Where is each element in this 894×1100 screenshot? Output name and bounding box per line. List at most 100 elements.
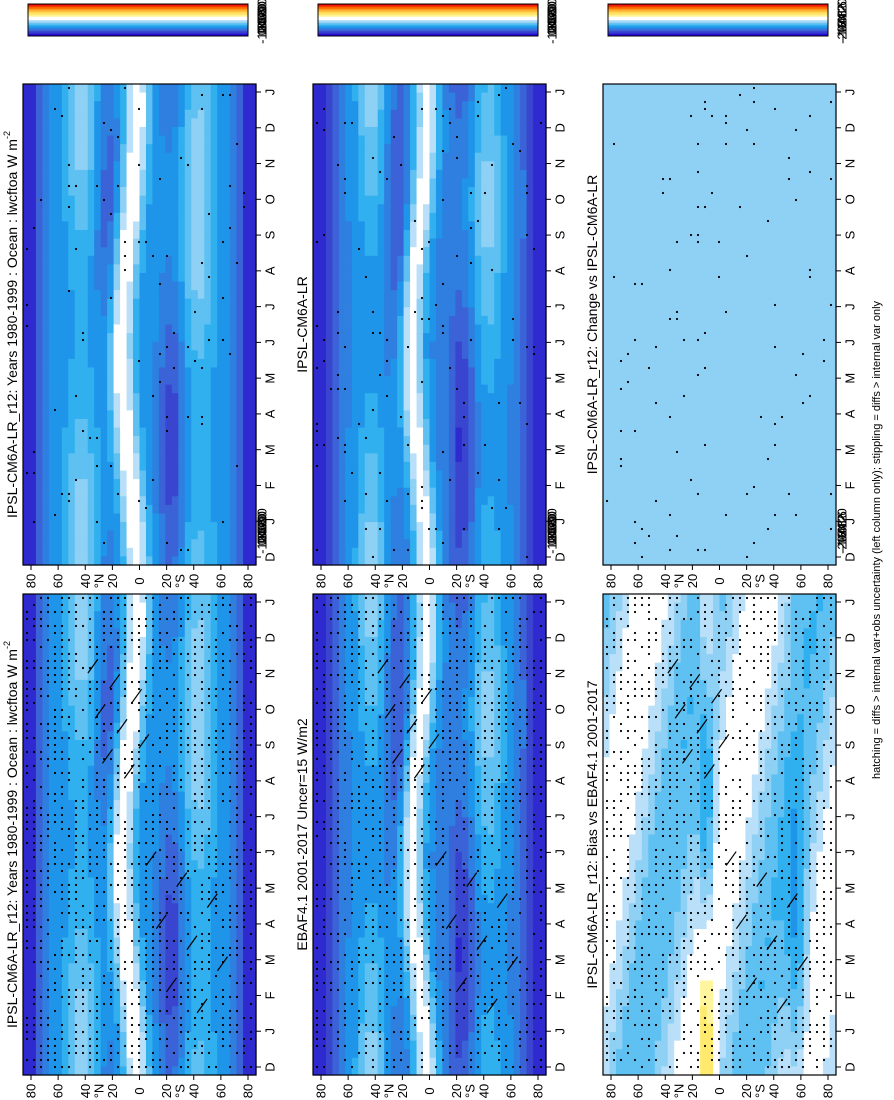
heat-cell: [87, 800, 95, 810]
heat-cell: [133, 594, 141, 604]
stipple-dot: [32, 876, 36, 880]
stipple-dot: [242, 757, 246, 761]
stipple-dot: [207, 603, 211, 607]
heat-cell: [68, 238, 76, 248]
heat-cell: [68, 315, 76, 326]
heat-cell: [35, 1057, 44, 1068]
stipple-dot: [214, 911, 218, 915]
heat-cell: [223, 1032, 231, 1042]
heat-cell: [23, 161, 31, 171]
heat-cell: [145, 126, 154, 137]
heat-cell: [243, 920, 251, 930]
heat-cell: [210, 731, 218, 741]
heat-cell: [171, 109, 179, 119]
heat-cell: [184, 556, 192, 566]
heat-cell: [48, 504, 56, 515]
heat-cell: [87, 436, 95, 446]
heat-cell: [217, 1040, 225, 1050]
heat-cell: [178, 911, 186, 921]
heat-cell: [217, 989, 225, 999]
stipple-dot: [39, 890, 43, 894]
heat-cell: [74, 636, 82, 647]
heat-cell: [29, 645, 37, 655]
heat-cell: [139, 1049, 147, 1059]
heat-cell: [42, 602, 50, 612]
stipple-dot: [151, 939, 155, 943]
heat-cell: [158, 1014, 166, 1025]
heat-cell: [74, 547, 82, 558]
heat-cell: [165, 628, 173, 638]
heat-cell: [61, 911, 69, 921]
heat-cell: [139, 602, 147, 612]
stipple-dot: [88, 953, 92, 957]
heat-cell: [94, 645, 102, 655]
heat-cell: [87, 152, 95, 162]
heat-cell: [48, 1057, 56, 1068]
heat-cell: [61, 654, 69, 664]
heat-cell: [126, 619, 134, 629]
heat-cell: [171, 333, 179, 343]
heat-cell: [204, 800, 212, 810]
heat-cell: [42, 470, 50, 480]
heat-cell: [48, 212, 56, 223]
heat-cell: [126, 264, 134, 274]
heat-cell: [48, 860, 56, 870]
heat-cell: [61, 1040, 69, 1050]
heat-cell: [42, 825, 50, 836]
heat-cell: [152, 496, 160, 506]
heat-cell: [210, 894, 218, 904]
heat-cell: [100, 109, 108, 119]
heat-cell: [81, 989, 89, 999]
heat-cell: [184, 602, 192, 612]
stipple-dot: [158, 1009, 162, 1013]
stipple-dot: [179, 1016, 183, 1020]
stipple-dot: [242, 883, 246, 887]
heat-cell: [55, 757, 63, 767]
heat-cell: [230, 1040, 238, 1050]
heat-cell: [107, 118, 115, 128]
heat-cell: [100, 679, 108, 690]
heat-cell: [42, 530, 50, 540]
heat-cell: [230, 688, 238, 698]
heat-cell: [42, 513, 50, 523]
heat-cell: [171, 178, 179, 188]
heat-cell: [184, 886, 192, 896]
heat-cell: [48, 937, 56, 947]
heat-cell: [158, 135, 166, 145]
stipple-dot: [32, 911, 36, 915]
heat-cell: [23, 479, 31, 489]
heat-cell: [29, 530, 37, 540]
heat-cell: [68, 894, 76, 904]
stipple-dot: [32, 624, 36, 628]
heat-cell: [100, 894, 108, 904]
heat-cell: [61, 504, 69, 515]
stipple-dot: [172, 764, 176, 768]
heat-cell: [197, 645, 205, 655]
heat-cell: [42, 714, 50, 724]
heat-cell: [87, 980, 95, 990]
heat-cell: [152, 619, 160, 629]
heat-cell: [23, 126, 31, 137]
heat-cell: [230, 782, 238, 793]
heat-cell: [184, 1014, 192, 1025]
heat-cell: [61, 765, 69, 775]
heat-cell: [249, 825, 257, 836]
stipple-dot: [32, 1065, 36, 1069]
heat-cell: [35, 272, 44, 283]
heat-cell: [35, 427, 44, 437]
heat-cell: [210, 84, 218, 94]
stipple-dot: [242, 876, 246, 880]
heat-cell: [223, 731, 231, 741]
stipple-dot: [151, 911, 155, 915]
stipple-dot: [137, 1023, 141, 1027]
heat-cell: [55, 436, 63, 446]
heat-cell: [236, 825, 244, 836]
heat-cell: [113, 688, 121, 698]
heat-cell: [165, 350, 173, 360]
stipple-dot: [46, 918, 50, 922]
heat-cell: [230, 971, 238, 982]
heat-cell: [191, 479, 199, 489]
heat-cell: [191, 272, 199, 283]
heat-cell: [158, 401, 166, 411]
heat-cell: [100, 393, 108, 403]
